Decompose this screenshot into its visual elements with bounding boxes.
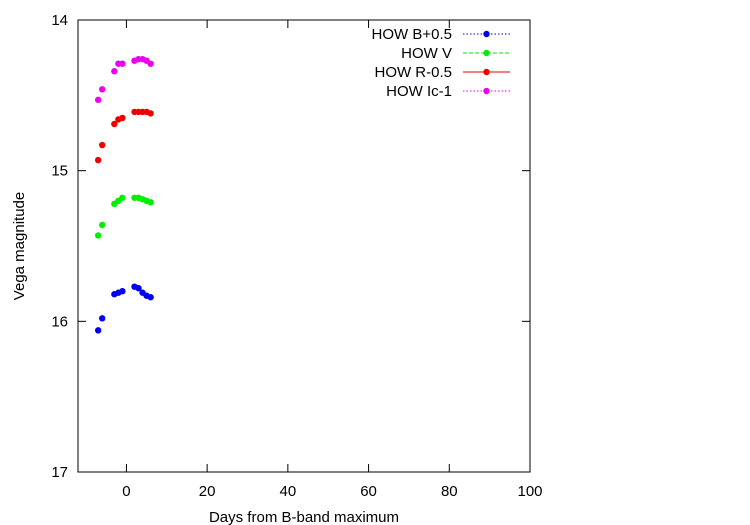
x-tick-label: 60 [360, 483, 377, 500]
data-point [119, 194, 126, 201]
y-tick-label: 15 [51, 163, 68, 180]
y-tick-label: 14 [51, 12, 68, 29]
data-point [99, 86, 106, 93]
data-point [94, 96, 102, 104]
y-axis-ticks: 14 15 16 17 [51, 12, 530, 481]
x-tick-label: 0 [122, 483, 130, 500]
data-point [111, 120, 118, 128]
y-axis-label: Vega magnitude [11, 192, 28, 300]
data-point [119, 60, 126, 67]
y-tick-label: 16 [51, 313, 68, 330]
legend-label: HOW B+0.5 [372, 26, 452, 43]
legend-label: HOW V [401, 45, 452, 62]
plot-frame [77, 19, 531, 473]
data-point [119, 114, 126, 122]
data-point [99, 221, 106, 229]
data-point [94, 232, 102, 239]
x-tick-label: 20 [199, 483, 216, 500]
data-point [147, 60, 154, 67]
legend: HOW B+0.5 HOW V HOW R-0.5 HOW Ic-1 [372, 26, 510, 100]
data-point [99, 141, 106, 149]
x-axis-ticks: 0 20 40 60 80 100 [122, 20, 543, 500]
data-point [111, 68, 118, 75]
x-tick-label: 80 [441, 483, 458, 500]
data-point [135, 284, 142, 292]
data-point [94, 327, 102, 334]
legend-marker [483, 87, 490, 95]
x-tick-label: 40 [280, 483, 297, 500]
x-tick-label: 100 [517, 483, 542, 500]
data-point [147, 110, 154, 117]
data-points [94, 55, 154, 334]
legend-label: HOW R-0.5 [374, 64, 452, 81]
x-axis-label: Days from B-band maximum [209, 509, 399, 525]
y-tick-label: 17 [51, 464, 68, 481]
data-point [119, 288, 126, 295]
legend-marker [483, 30, 490, 38]
legend-marker [483, 68, 490, 76]
data-point [147, 294, 154, 301]
legend-label: HOW Ic-1 [386, 83, 452, 100]
data-point [99, 315, 106, 322]
data-point [94, 156, 102, 164]
data-point [147, 199, 154, 206]
legend-marker [483, 49, 490, 57]
